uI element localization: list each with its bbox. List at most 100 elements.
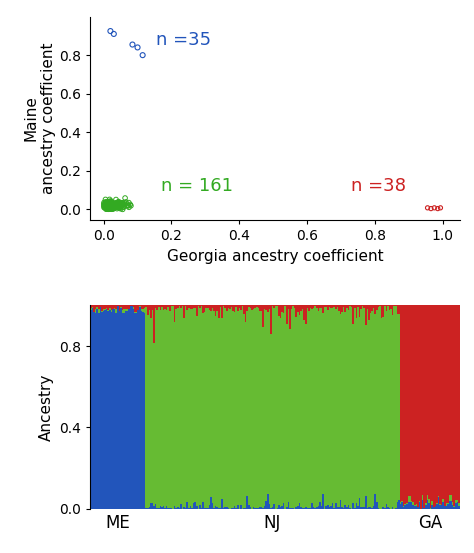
Bar <box>172 306 174 509</box>
Bar <box>381 305 383 318</box>
Bar <box>185 305 186 306</box>
Bar <box>133 309 134 509</box>
Bar <box>346 507 347 509</box>
Bar <box>302 309 303 508</box>
Bar <box>283 313 284 503</box>
Bar <box>381 318 383 509</box>
Bar <box>134 305 136 312</box>
Bar <box>436 503 438 504</box>
Bar <box>160 305 161 310</box>
Bar <box>288 502 289 509</box>
Bar <box>439 305 441 504</box>
Point <box>114 202 122 211</box>
Point <box>101 203 109 212</box>
Point <box>107 205 114 213</box>
Bar <box>223 305 224 306</box>
Bar <box>398 314 400 500</box>
Bar <box>238 308 240 509</box>
Point <box>103 201 110 210</box>
Bar <box>155 308 156 504</box>
Bar <box>412 305 414 502</box>
Bar <box>153 305 155 343</box>
Bar <box>237 505 238 509</box>
Bar <box>450 305 452 495</box>
Point <box>103 201 110 210</box>
Bar <box>354 307 356 508</box>
Bar <box>167 508 169 509</box>
Bar <box>299 503 300 509</box>
Bar <box>228 308 229 508</box>
Bar <box>454 507 455 509</box>
Point <box>100 203 108 212</box>
Bar <box>404 305 406 504</box>
Bar <box>219 508 221 509</box>
Bar <box>313 305 314 308</box>
Bar <box>403 507 404 509</box>
Bar <box>374 494 376 509</box>
Bar <box>335 305 337 309</box>
Point <box>108 204 115 213</box>
Bar <box>231 508 232 509</box>
Bar <box>417 507 419 509</box>
Bar <box>272 508 273 509</box>
Bar <box>209 310 210 505</box>
Bar <box>201 305 202 306</box>
Point <box>113 204 121 213</box>
Point <box>107 202 114 211</box>
Bar <box>428 305 430 499</box>
Bar <box>393 305 395 306</box>
Point <box>117 202 125 211</box>
Bar <box>161 507 163 509</box>
Point <box>116 203 124 212</box>
Bar <box>103 309 104 311</box>
Bar <box>366 508 368 509</box>
Point <box>102 197 109 206</box>
Bar <box>378 305 379 306</box>
Bar <box>164 305 166 309</box>
Bar <box>98 305 100 309</box>
Point <box>106 201 113 210</box>
Point <box>108 199 115 208</box>
Bar <box>458 503 460 506</box>
Bar <box>127 311 128 509</box>
Bar <box>224 308 226 507</box>
Bar <box>180 308 182 504</box>
Point <box>110 203 118 212</box>
Bar <box>330 308 332 506</box>
Bar <box>423 305 425 508</box>
Bar <box>283 503 284 509</box>
Bar <box>370 305 371 313</box>
Bar <box>327 305 328 310</box>
Bar <box>186 310 188 502</box>
Bar <box>366 309 368 508</box>
Bar <box>340 500 341 509</box>
Bar <box>118 311 120 509</box>
Bar <box>207 308 209 508</box>
Bar <box>416 305 417 504</box>
X-axis label: Georgia ancestry coefficient: Georgia ancestry coefficient <box>166 248 383 264</box>
Bar <box>316 507 318 509</box>
Bar <box>190 305 191 309</box>
Bar <box>387 306 389 507</box>
Bar <box>393 306 395 509</box>
Bar <box>261 507 262 509</box>
Point <box>105 204 113 212</box>
Bar <box>417 305 419 507</box>
Point <box>430 204 438 212</box>
Point <box>424 204 431 212</box>
Bar <box>219 307 221 508</box>
Point <box>106 197 114 206</box>
Bar <box>191 309 193 508</box>
Bar <box>349 306 351 508</box>
Bar <box>345 312 346 505</box>
Bar <box>256 305 257 306</box>
Bar <box>337 507 338 509</box>
Point <box>112 200 119 208</box>
Bar <box>256 508 257 509</box>
Bar <box>93 312 95 509</box>
Point <box>108 197 115 206</box>
Bar <box>436 504 438 509</box>
Bar <box>109 305 110 307</box>
Bar <box>101 311 103 312</box>
Point <box>103 202 110 211</box>
